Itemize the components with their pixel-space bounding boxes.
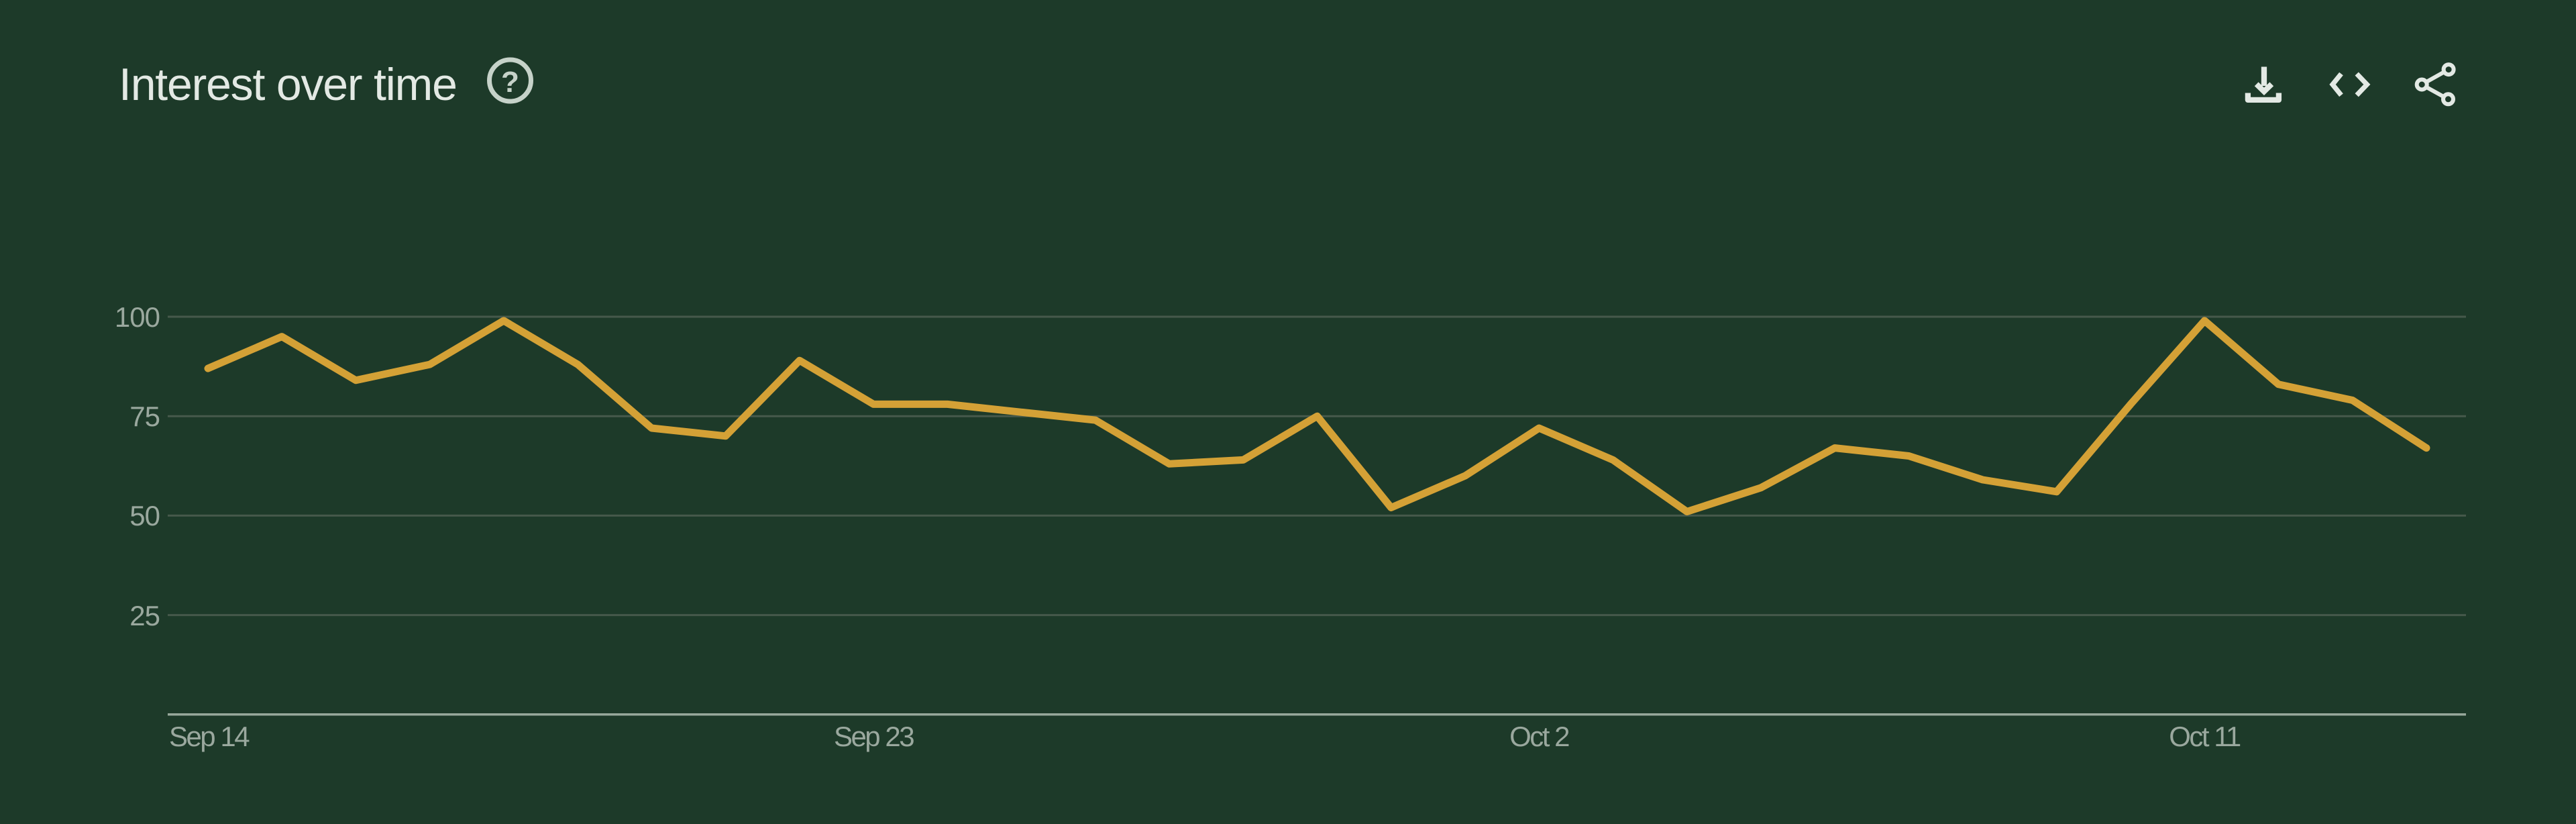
svg-text:25: 25 [129,600,160,631]
svg-text:Sep 14: Sep 14 [169,721,250,752]
svg-text:100: 100 [115,301,160,333]
svg-text:Sep 23: Sep 23 [834,721,914,752]
svg-text:Interest over time: Interest over time [119,59,457,110]
svg-text:75: 75 [129,401,160,432]
svg-text:Oct 2: Oct 2 [1509,721,1569,752]
svg-text:Oct 11: Oct 11 [2169,721,2241,752]
svg-text:50: 50 [129,500,160,531]
svg-text:?: ? [501,66,519,99]
